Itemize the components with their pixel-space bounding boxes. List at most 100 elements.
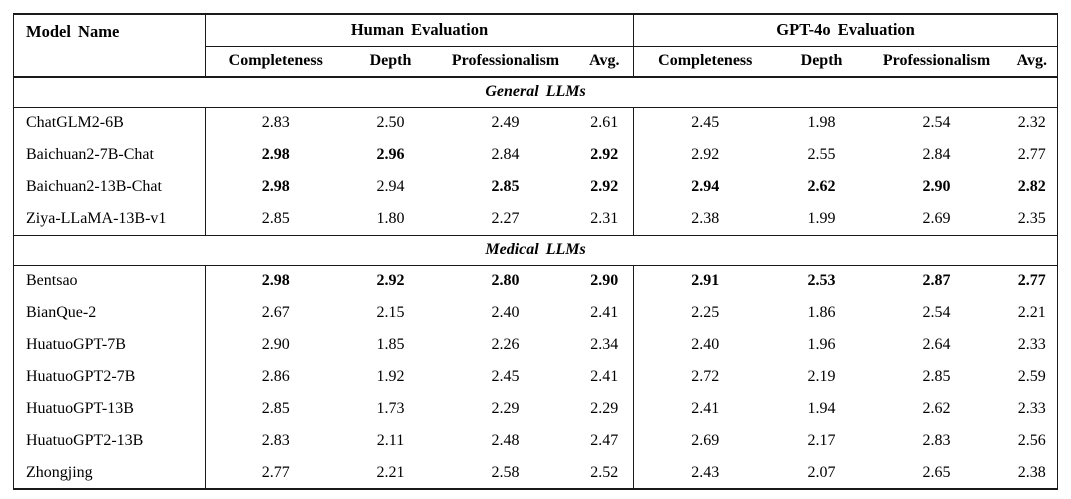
score-cell: 2.41: [575, 361, 635, 393]
table-row: Baichuan2-7B-Chat 2.98 2.96 2.84 2.92 2.…: [13, 139, 1058, 171]
score-cell: 2.72: [691, 368, 720, 385]
score-cell: 2.94: [691, 178, 720, 195]
score-cell: 2.85: [922, 368, 951, 385]
score-cell: 2.67: [261, 304, 290, 321]
score-cell: 1.94: [807, 400, 836, 417]
model-name-cell: Ziya-LLaMA-13B-v1: [13, 203, 206, 235]
score-cell: 2.45: [491, 368, 520, 385]
score-cell: 2.69: [922, 209, 951, 227]
score-cell: 2.40: [691, 336, 720, 353]
score-cell: 2.80: [491, 272, 520, 290]
score-cell: 2.62: [922, 400, 951, 417]
score-cell: 2.27: [491, 209, 520, 227]
table-body: General LLMs ChatGLM2-6B 2.83 2.50 2.49 …: [13, 76, 1058, 489]
score-cell: 2.21: [376, 463, 405, 481]
score-cell: 2.85: [261, 400, 290, 417]
human-professionalism-header: Professionalism: [435, 46, 576, 78]
score-cell: 2.38: [691, 209, 720, 227]
model-name-cell: HuatuoGPT2-13B: [13, 425, 206, 457]
section-header-medical-llms: Medical LLMs: [13, 234, 1058, 266]
score-cell: 2.31: [575, 203, 635, 235]
score-cell: 2.77: [1017, 272, 1046, 290]
model-name-column-header: Model Name: [13, 14, 206, 78]
score-cell: 2.84: [491, 146, 520, 163]
human-avg-header: Avg.: [575, 46, 635, 78]
model-name-cell: HuatuoGPT-13B: [13, 393, 206, 425]
score-cell: 2.98: [261, 178, 290, 195]
score-cell: 2.45: [691, 114, 720, 132]
score-cell: 2.96: [376, 146, 405, 163]
score-cell: 2.90: [261, 336, 290, 353]
subheader-row: Completeness Depth Professionalism Avg. …: [14, 46, 1058, 78]
score-cell: 2.69: [691, 432, 720, 449]
section-header-general-llms: General LLMs: [13, 76, 1058, 108]
table-row: BianQue-2 2.67 2.15 2.40 2.41 2.25 1.86 …: [13, 297, 1058, 329]
score-cell: 2.90: [922, 178, 951, 195]
gpt4o-depth-header: Depth: [776, 46, 867, 78]
section-row: Medical LLMs: [13, 234, 1058, 266]
score-cell: 2.50: [376, 114, 405, 132]
score-cell: 2.61: [575, 107, 635, 139]
score-cell: 1.85: [376, 336, 405, 353]
score-cell: 2.53: [807, 272, 836, 290]
model-name-cell: Baichuan2-7B-Chat: [13, 139, 206, 171]
score-cell: 2.92: [575, 139, 635, 171]
score-cell: 2.33: [1017, 336, 1046, 353]
score-cell: 2.52: [575, 457, 635, 489]
score-cell: 2.40: [491, 304, 520, 321]
score-cell: 2.56: [1017, 432, 1046, 449]
score-cell: 2.58: [491, 463, 520, 481]
score-cell: 2.11: [376, 432, 405, 449]
score-cell: 2.65: [922, 463, 951, 481]
score-cell: 2.92: [376, 272, 405, 290]
section-row: General LLMs: [13, 76, 1058, 108]
table-row: Ziya-LLaMA-13B-v1 2.85 1.80 2.27 2.31 2.…: [13, 203, 1058, 235]
score-cell: 2.33: [1017, 400, 1046, 417]
table-row: HuatuoGPT2-7B 2.86 1.92 2.45 2.41 2.72 2…: [13, 361, 1058, 393]
table-row: Baichuan2-13B-Chat 2.98 2.94 2.85 2.92 2…: [13, 171, 1058, 203]
score-cell: 2.25: [691, 304, 720, 321]
score-cell: 2.17: [807, 432, 836, 449]
score-cell: 2.64: [922, 336, 951, 353]
group-header-row: Model Name Human Evaluation GPT-4o Evalu…: [13, 14, 1058, 78]
score-cell: 2.54: [922, 304, 951, 321]
score-cell: 2.54: [922, 114, 951, 132]
model-name-cell: HuatuoGPT2-7B: [13, 361, 206, 393]
human-completeness-header: Completeness: [205, 46, 346, 78]
score-cell: 2.35: [1017, 209, 1046, 227]
score-cell: 2.85: [491, 178, 520, 195]
score-cell: 2.82: [1017, 178, 1046, 195]
score-cell: 2.98: [261, 146, 290, 163]
score-cell: 2.86: [261, 368, 290, 385]
score-cell: 2.29: [491, 400, 520, 417]
score-cell: 2.94: [376, 178, 405, 195]
score-cell: 2.55: [807, 146, 836, 163]
gpt4o-avg-header: Avg.: [1006, 46, 1058, 78]
score-cell: 2.98: [261, 272, 290, 290]
table-row: Bentsao 2.98 2.92 2.80 2.90 2.91 2.53 2.…: [13, 265, 1058, 297]
model-name-cell: Bentsao: [13, 265, 206, 297]
model-name-cell: BianQue-2: [13, 297, 206, 329]
score-cell: 2.83: [922, 432, 951, 449]
score-cell: 2.84: [922, 146, 951, 163]
score-cell: 2.83: [261, 432, 290, 449]
score-cell: 2.90: [575, 265, 635, 297]
score-cell: 2.87: [922, 272, 951, 290]
model-name-cell: Zhongjing: [13, 457, 206, 489]
score-cell: 2.49: [491, 114, 520, 132]
human-depth-header: Depth: [345, 46, 436, 78]
score-cell: 2.85: [261, 209, 290, 227]
table-row: HuatuoGPT2-13B 2.83 2.11 2.48 2.47 2.69 …: [13, 425, 1058, 457]
score-cell: 2.77: [261, 463, 290, 481]
score-cell: 1.99: [807, 209, 836, 227]
score-cell: 1.98: [807, 114, 836, 132]
human-evaluation-group-header: Human Evaluation: [205, 14, 635, 47]
score-cell: 2.41: [691, 400, 720, 417]
score-cell: 2.15: [376, 304, 405, 321]
score-cell: 2.92: [575, 171, 635, 203]
score-cell: 2.41: [575, 297, 635, 329]
score-cell: 1.86: [807, 304, 836, 321]
model-name-cell: HuatuoGPT-7B: [13, 329, 206, 361]
score-cell: 2.38: [1017, 463, 1046, 481]
